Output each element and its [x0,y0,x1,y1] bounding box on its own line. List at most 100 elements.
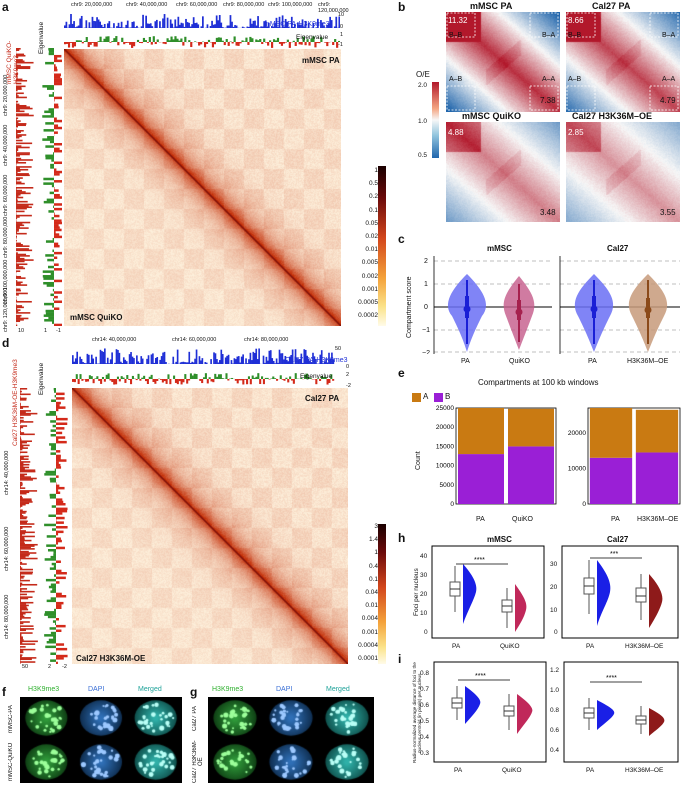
track-bar [73,379,76,383]
track-bar [188,40,191,42]
track-bar [150,354,153,364]
track-bar [42,115,54,118]
track-bar [144,40,147,42]
track-bar [16,289,21,292]
coord-label: chr9: 20,000,000 [71,2,113,8]
track-bar [206,24,209,28]
track-bar [16,95,19,97]
track-bar [120,376,123,379]
track-bar [20,534,23,536]
track-bar [53,298,54,301]
track-bar [113,23,115,28]
track-bar [54,75,61,79]
track-bar [20,426,24,429]
track-bar [257,373,260,379]
track-bar [56,532,59,536]
track-bar [73,42,77,47]
upper-sample-label: Cal27 PA [305,394,340,403]
track-bar [266,26,269,28]
g-column-title: H3K9me3 [212,686,244,693]
track-bar [20,658,32,661]
track-bar [154,21,157,28]
track-bar [326,42,329,47]
track-bar [51,505,56,508]
track-bar [249,18,252,28]
track-bar [16,306,24,309]
h-ytick: 30 [550,561,558,568]
track-bar [20,468,25,470]
track-bar [16,68,18,71]
track-bar [16,206,32,209]
track-bar [277,362,279,364]
track-bar [56,440,67,444]
track-bar [16,132,18,135]
track-bar [20,621,30,623]
track-bar [128,354,131,364]
quadrant-label: A–B [568,76,582,83]
track-bar [268,350,271,364]
track-bar [43,182,54,185]
panel-g-label: g [190,685,198,699]
track-bar [278,42,282,44]
apa-heatmap-mmsc-quiko [446,122,560,222]
colorbar-tick: 0.002 [361,272,378,280]
track-bar [16,104,27,107]
track-bar [20,662,21,664]
track-bar [247,376,250,379]
track-bar [54,57,58,60]
track-bar [16,319,24,321]
track-bar [56,500,64,504]
track-bar [251,38,254,42]
colorbar-tick: 1 [374,167,378,174]
track-bar [20,597,29,600]
track-bar [49,191,54,195]
track-bar [221,27,224,28]
track-bar [109,42,112,43]
track-bar [54,212,55,215]
track-bar [46,535,56,538]
track-bar [52,92,54,95]
track-bar [20,440,32,443]
h-ytick: 20 [550,584,558,591]
legend-swatch-a [412,393,421,402]
coord-label: chr9: 40,000,000 [126,2,168,8]
track-bar [20,600,21,603]
track-bar [54,251,62,255]
track-bar [20,640,38,643]
half-violin-cal27-pa [597,560,611,626]
track-bar [97,19,100,28]
track-bar [105,374,108,379]
track-bar [16,310,19,313]
track-bar [20,501,33,503]
legend-swatch-b [434,393,443,402]
track-bar [16,168,29,171]
track-bar [20,393,31,396]
track-bar [51,217,54,220]
top-track-tick: -2 [346,383,351,389]
track-bar [54,219,62,222]
panel-a-label: a [2,0,9,14]
coord-label: chr9: 120,000,000 [318,2,349,14]
track-bar [43,277,54,280]
track-bar [16,109,20,111]
track-bar [56,576,66,580]
track-bar [244,379,247,380]
track-bar [44,613,56,616]
track-bar [16,146,30,149]
track-bar [54,207,62,211]
track-bar [56,572,67,575]
track-bar [45,254,54,257]
i-ytick: 1.0 [550,687,559,694]
track-bar [54,124,59,127]
track-bar [20,549,21,552]
track-bar [16,259,34,261]
track-bar [52,249,54,253]
track-bar [16,157,22,160]
track-bar [264,20,267,28]
track-bar [20,397,27,400]
track-bar [154,42,157,45]
track-bar [47,549,56,552]
track-bar [45,578,56,582]
track-bar [90,354,93,364]
track-bar [161,379,164,383]
